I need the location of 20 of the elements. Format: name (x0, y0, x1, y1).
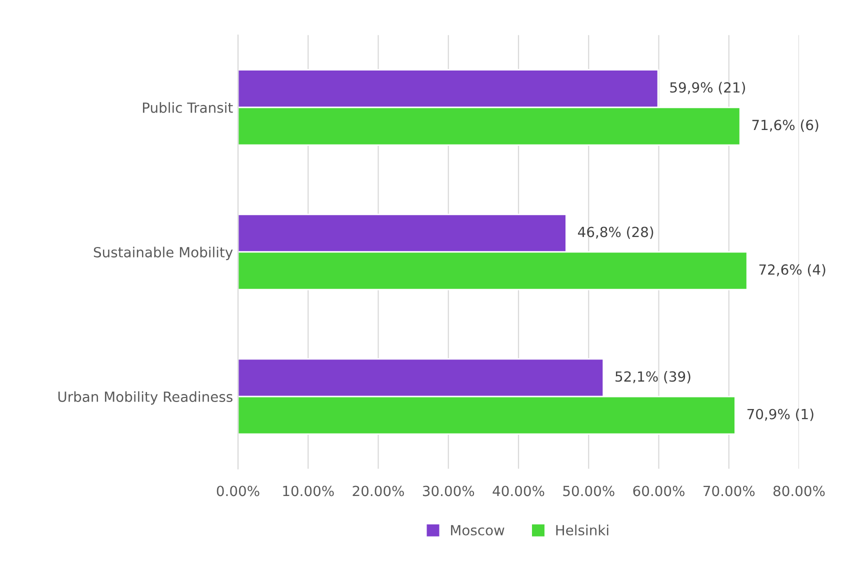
legend-label: Helsinki (556, 524, 608, 536)
y-tick-label: Public Transit (142, 102, 233, 113)
x-tick-label: 10.00% (283, 486, 334, 496)
data-label: 71,6% (6) (752, 120, 818, 132)
data-label: 52,1% (39) (616, 371, 690, 384)
x-tick-label: 80.00% (773, 486, 825, 496)
x-tick-label: 30.00% (422, 486, 474, 496)
data-label: 46,8% (28) (578, 226, 654, 239)
x-tick-label: 60.00% (633, 486, 684, 496)
data-label: 70,9% (1) (747, 408, 814, 421)
x-tick-label: 20.00% (352, 486, 404, 496)
x-tick-label: 40.00% (492, 486, 544, 496)
x-tick-label: 50.00% (563, 486, 614, 496)
y-tick-label: Urban Mobility Readiness (58, 391, 232, 405)
legend-label: Moscow (451, 525, 504, 536)
y-tick-label: Sustainable Mobility (94, 246, 233, 260)
data-label: 59,9% (21) (670, 82, 746, 94)
data-label: 72,6% (4) (759, 264, 826, 276)
x-tick-label: 70.00% (704, 486, 755, 496)
x-tick-label: 0.00% (216, 486, 260, 496)
